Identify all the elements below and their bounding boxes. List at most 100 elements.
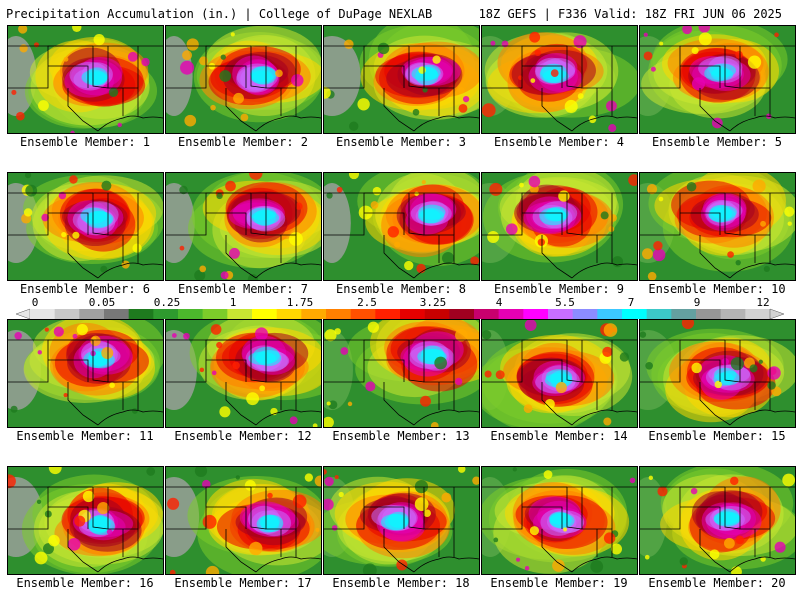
colorbar-swatch bbox=[474, 309, 499, 319]
colorbar-swatch bbox=[622, 309, 647, 319]
colorbar-swatch bbox=[449, 309, 475, 319]
precipitation-map bbox=[482, 320, 637, 427]
ensemble-map-19 bbox=[481, 466, 638, 575]
colorbar-tick-label: 0.05 bbox=[88, 296, 116, 309]
colorbar-swatch bbox=[548, 309, 573, 319]
colorbar-swatch bbox=[572, 309, 598, 319]
colorbar-swatch bbox=[424, 309, 450, 319]
ensemble-member-label: Ensemble Member: 18 bbox=[332, 576, 470, 590]
ensemble-member-label: Ensemble Member: 5 bbox=[651, 135, 783, 149]
colorbar-scale bbox=[15, 308, 785, 320]
ensemble-map-7 bbox=[165, 172, 322, 281]
colorbar-swatch bbox=[178, 309, 203, 319]
colorbar-tick-label: 0.25 bbox=[153, 296, 181, 309]
ensemble-map-5 bbox=[639, 25, 796, 134]
ensemble-map-11 bbox=[7, 319, 164, 428]
precipitation-map bbox=[640, 467, 795, 574]
colorbar-swatch bbox=[30, 309, 55, 319]
colorbar-swatch bbox=[597, 309, 623, 319]
map-title: Precipitation Accumulation (in.) | Colle… bbox=[6, 7, 433, 21]
precipitation-map bbox=[166, 467, 321, 574]
ensemble-map-3 bbox=[323, 25, 480, 134]
ensemble-map-15 bbox=[639, 319, 796, 428]
colorbar-swatch bbox=[671, 309, 697, 319]
ensemble-member-label: Ensemble Member: 10 bbox=[648, 282, 786, 296]
ensemble-member-label: Ensemble Member: 17 bbox=[174, 576, 312, 590]
colorbar-tick-label: 7 bbox=[627, 296, 635, 309]
ensemble-member-label: Ensemble Member: 13 bbox=[332, 429, 470, 443]
colorbar-swatch bbox=[252, 309, 277, 319]
ensemble-member-label: Ensemble Member: 6 bbox=[19, 282, 151, 296]
colorbar-tick-label: 5.5 bbox=[555, 296, 575, 309]
colorbar-min-arrow bbox=[15, 308, 31, 320]
colorbar-swatch bbox=[301, 309, 327, 319]
colorbar-swatch bbox=[79, 309, 105, 319]
colorbar-tick-label: 1.75 bbox=[286, 296, 314, 309]
colorbar-swatch bbox=[745, 309, 771, 319]
ensemble-member-label: Ensemble Member: 15 bbox=[648, 429, 786, 443]
ensemble-map-14 bbox=[481, 319, 638, 428]
colorbar: 0 0.05 0.25 1 1.75 2.5 3.25 4 5.5 7 9 12 bbox=[0, 296, 800, 320]
run-info: 18Z GEFS | F336 Valid: 18Z FRI JUN 06 20… bbox=[478, 7, 782, 21]
colorbar-swatch bbox=[153, 309, 179, 319]
ensemble-member-label: Ensemble Member: 3 bbox=[335, 135, 467, 149]
precipitation-map bbox=[166, 173, 321, 280]
ensemble-map-10 bbox=[639, 172, 796, 281]
colorbar-max-arrow bbox=[769, 308, 785, 320]
colorbar-swatch bbox=[375, 309, 401, 319]
precipitation-map bbox=[8, 467, 163, 574]
precipitation-map bbox=[324, 26, 479, 133]
colorbar-swatch bbox=[400, 309, 425, 319]
ensemble-member-label: Ensemble Member: 9 bbox=[493, 282, 625, 296]
ensemble-map-1 bbox=[7, 25, 164, 134]
colorbar-swatch bbox=[104, 309, 129, 319]
colorbar-tick-label: 0 bbox=[31, 296, 39, 309]
colorbar-swatch bbox=[128, 309, 154, 319]
colorbar-tick-label: 3.25 bbox=[419, 296, 447, 309]
colorbar-swatch bbox=[523, 309, 549, 319]
precipitation-map bbox=[482, 173, 637, 280]
precipitation-map bbox=[324, 467, 479, 574]
ensemble-map-16 bbox=[7, 466, 164, 575]
colorbar-swatch bbox=[720, 309, 746, 319]
colorbar-swatch bbox=[202, 309, 228, 319]
ensemble-member-label: Ensemble Member: 12 bbox=[174, 429, 312, 443]
precipitation-map bbox=[166, 26, 321, 133]
ensemble-member-label: Ensemble Member: 8 bbox=[335, 282, 467, 296]
precipitation-map bbox=[482, 26, 637, 133]
colorbar-swatch bbox=[350, 309, 376, 319]
colorbar-swatch bbox=[276, 309, 302, 319]
ensemble-member-label: Ensemble Member: 11 bbox=[16, 429, 154, 443]
colorbar-swatch bbox=[646, 309, 672, 319]
precipitation-map bbox=[8, 26, 163, 133]
colorbar-ticks: 0 0.05 0.25 1 1.75 2.5 3.25 4 5.5 7 9 12 bbox=[0, 296, 800, 309]
precipitation-map bbox=[8, 173, 163, 280]
ensemble-map-17 bbox=[165, 466, 322, 575]
ensemble-member-label: Ensemble Member: 20 bbox=[648, 576, 786, 590]
precipitation-map bbox=[640, 173, 795, 280]
ensemble-map-18 bbox=[323, 466, 480, 575]
ensemble-map-6 bbox=[7, 172, 164, 281]
ensemble-member-label: Ensemble Member: 2 bbox=[177, 135, 309, 149]
precipitation-map bbox=[324, 320, 479, 427]
colorbar-tick-label: 1 bbox=[229, 296, 237, 309]
precipitation-map bbox=[8, 320, 163, 427]
ensemble-map-2 bbox=[165, 25, 322, 134]
ensemble-member-label: Ensemble Member: 1 bbox=[19, 135, 151, 149]
ensemble-map-4 bbox=[481, 25, 638, 134]
ensemble-member-label: Ensemble Member: 16 bbox=[16, 576, 154, 590]
ensemble-member-label: Ensemble Member: 14 bbox=[490, 429, 628, 443]
ensemble-map-12 bbox=[165, 319, 322, 428]
colorbar-tick-label: 9 bbox=[693, 296, 701, 309]
colorbar-swatch bbox=[326, 309, 351, 319]
colorbar-tick-label: 12 bbox=[756, 296, 770, 309]
precipitation-map bbox=[166, 320, 321, 427]
colorbar-swatch bbox=[54, 309, 80, 319]
precipitation-map bbox=[640, 320, 795, 427]
precipitation-map bbox=[482, 467, 637, 574]
colorbar-swatch bbox=[498, 309, 524, 319]
header: Precipitation Accumulation (in.) | Colle… bbox=[0, 0, 800, 26]
ensemble-map-13 bbox=[323, 319, 480, 428]
ensemble-map-8 bbox=[323, 172, 480, 281]
colorbar-tick-label: 4 bbox=[495, 296, 503, 309]
